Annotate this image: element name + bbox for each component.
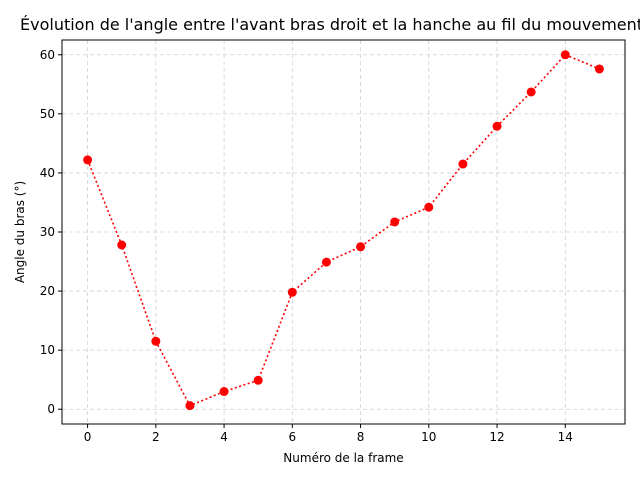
data-point	[83, 155, 93, 165]
x-axis-label: Numéro de la frame	[283, 451, 403, 465]
data-point	[560, 50, 570, 60]
x-tick-label: 12	[489, 430, 504, 444]
y-tick-label: 50	[40, 107, 55, 121]
data-point	[321, 257, 331, 267]
y-tick-label: 20	[40, 284, 55, 298]
data-point	[390, 217, 400, 227]
data-point	[151, 336, 161, 346]
data-point	[594, 64, 604, 74]
x-tick-label: 0	[84, 430, 92, 444]
y-tick-label: 0	[47, 402, 55, 416]
y-tick-label: 30	[40, 225, 55, 239]
chart-title: Évolution de l'angle entre l'avant bras …	[20, 15, 640, 34]
data-point	[287, 287, 297, 297]
y-tick-label: 40	[40, 166, 55, 180]
data-point	[424, 202, 434, 212]
data-point	[117, 240, 127, 250]
x-tick-label: 2	[152, 430, 160, 444]
y-tick-label: 10	[40, 343, 55, 357]
x-tick-label: 10	[421, 430, 436, 444]
grid	[62, 40, 625, 424]
y-tick-label: 60	[40, 48, 55, 62]
data-point	[253, 375, 263, 385]
y-axis-label: Angle du bras (°)	[13, 181, 27, 283]
data-point	[185, 401, 195, 411]
data-point	[458, 159, 468, 169]
ticks: 0 2 4 6 8 10 12 14 0 10 20 30 40 50 60	[40, 48, 573, 444]
x-tick-label: 8	[357, 430, 365, 444]
series-line	[86, 53, 600, 407]
data-point	[526, 87, 536, 97]
data-point	[356, 242, 366, 252]
data-point	[219, 387, 229, 397]
series-layer	[83, 50, 604, 411]
x-tick-label: 4	[220, 430, 228, 444]
x-tick-label: 6	[288, 430, 296, 444]
x-tick-label: 14	[558, 430, 573, 444]
data-point	[492, 121, 502, 131]
